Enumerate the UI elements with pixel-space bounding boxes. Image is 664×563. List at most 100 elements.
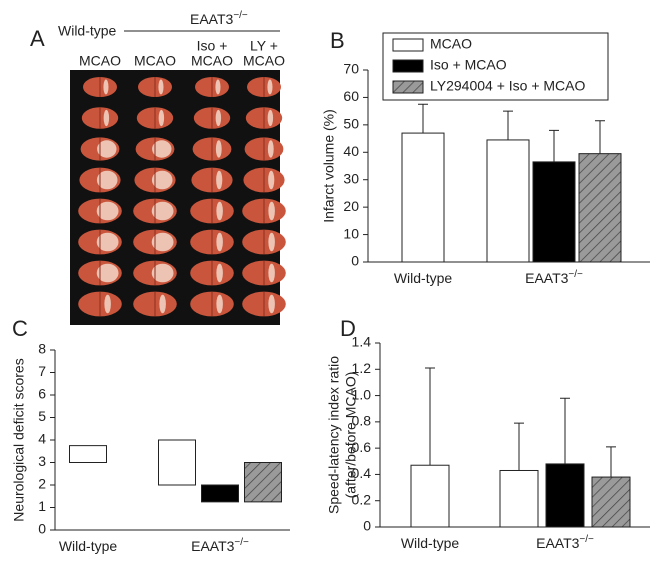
y-tick-label: 0.6 [352, 439, 372, 455]
y-tick-label: 10 [343, 225, 359, 241]
error-bar [560, 397, 570, 464]
y-tick-label: 0.8 [352, 413, 372, 429]
y-tick-label: 40 [343, 143, 359, 159]
error-bar [418, 103, 428, 134]
y-axis-label: Infarct volume (%) [321, 109, 337, 223]
error-bar [606, 446, 616, 478]
column-label: LY + [250, 38, 278, 54]
slice-pale [103, 79, 109, 95]
range-box [201, 484, 239, 503]
x-tick-label: EAAT3−/− [191, 537, 249, 554]
slice-pale [215, 140, 222, 158]
y-tick-label: 1.0 [352, 386, 372, 402]
slice-pale [267, 109, 274, 127]
slice-pale [268, 201, 275, 221]
y-tick-label: 2 [38, 476, 46, 492]
slice-pale [267, 140, 274, 158]
slice-pale [151, 201, 174, 221]
y-tick-label: 6 [38, 386, 46, 402]
y-tick-label: 70 [343, 61, 359, 77]
slice-pale [104, 294, 111, 314]
x-tick-label: EAAT3−/− [536, 534, 594, 551]
column-label: MCAO [134, 53, 176, 69]
y-axis-label: (after/before MCAO) [343, 372, 359, 499]
bar [486, 139, 530, 263]
range-box [244, 462, 282, 503]
slice-pale [158, 79, 164, 95]
slice-pale [96, 263, 119, 283]
slice-pale [268, 263, 275, 283]
y-axis-label: Speed-latency index ratio [326, 356, 342, 514]
slice-pale [215, 109, 222, 127]
slice-pale [103, 109, 110, 127]
slice-pale [97, 140, 117, 158]
bar [532, 161, 576, 263]
slice-pale [268, 294, 275, 314]
slice-pale [268, 170, 275, 190]
error-bar [549, 129, 559, 162]
y-tick-label: 3 [38, 453, 46, 469]
y-tick-label: 7 [38, 363, 46, 379]
slice-pale [96, 232, 119, 252]
group-label: Wild-type [58, 23, 117, 39]
range-box [158, 439, 196, 486]
y-tick-label: 0 [351, 253, 359, 269]
error-bar [595, 120, 605, 154]
slice-pale [267, 79, 273, 95]
slice-pale [152, 140, 172, 158]
y-tick-label: 1.4 [352, 334, 372, 350]
y-tick-label: 4 [38, 431, 46, 447]
y-tick-label: 0 [363, 518, 371, 534]
y-tick-label: 30 [343, 170, 359, 186]
y-tick-label: 5 [38, 408, 46, 424]
slice-pale [268, 232, 275, 252]
slice-pale [216, 201, 223, 221]
slice-pale [216, 170, 223, 190]
slice-pale [96, 170, 118, 190]
y-tick-label: 60 [343, 88, 359, 104]
bar [591, 476, 631, 528]
slice-pale [158, 109, 165, 127]
error-bar [425, 367, 435, 466]
column-label: Iso + [197, 38, 228, 54]
slice-pale [216, 232, 223, 252]
legend-swatch [392, 80, 424, 94]
legend-label: Iso + MCAO [430, 57, 507, 73]
bar [578, 153, 622, 263]
slice-pale [151, 170, 173, 190]
slice-pale [96, 201, 119, 221]
y-tick-label: 1.2 [352, 360, 372, 376]
slice-pale [216, 263, 223, 283]
panel-letter: A [30, 26, 45, 51]
y-axis-label: Neurological deficit scores [11, 358, 27, 521]
y-tick-label: 1 [38, 498, 46, 514]
x-tick-label: Wild-type [394, 270, 453, 286]
bar [401, 132, 445, 263]
panel-letter: C [12, 316, 28, 341]
x-tick-label: Wild-type [59, 538, 118, 554]
range-box [69, 445, 107, 463]
slice-pale [151, 263, 174, 283]
column-label: MCAO [79, 53, 121, 69]
bar [499, 469, 539, 528]
panel-letter: D [340, 316, 356, 341]
panel-letter: B [330, 28, 345, 53]
legend-swatch [392, 38, 424, 52]
bar [545, 463, 585, 528]
slice-pale [216, 294, 223, 314]
y-tick-label: 20 [343, 198, 359, 214]
bar [410, 464, 450, 528]
error-bar [503, 110, 513, 140]
y-tick-label: 8 [38, 341, 46, 357]
y-tick-label: 0.4 [352, 465, 372, 481]
slice-pale [159, 294, 166, 314]
x-tick-label: Wild-type [401, 535, 460, 551]
y-tick-label: 50 [343, 116, 359, 132]
slice-pale [215, 79, 221, 95]
legend-swatch [392, 59, 424, 73]
y-tick-label: 0.2 [352, 491, 372, 507]
x-tick-label: EAAT3−/− [525, 269, 583, 286]
legend-label: MCAO [430, 36, 472, 52]
column-label: MCAO [243, 53, 285, 69]
